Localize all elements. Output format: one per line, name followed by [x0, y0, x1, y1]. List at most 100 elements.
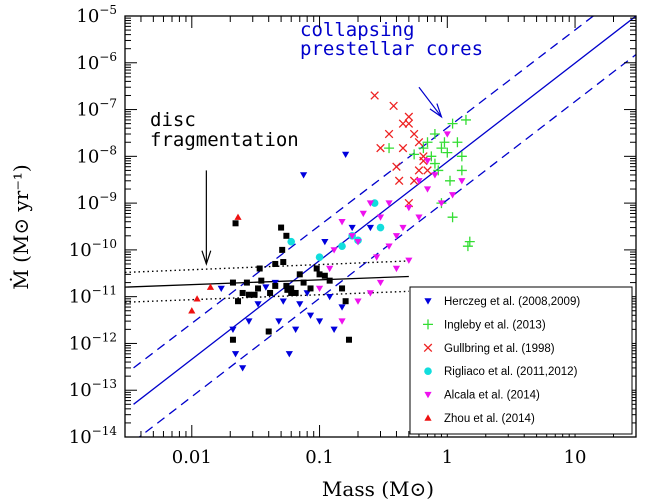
data-point-s1-18	[456, 165, 467, 176]
data-point-s2-1	[389, 101, 398, 111]
data-point-s2-12	[376, 143, 385, 153]
annotation-arrowhead-0	[429, 103, 443, 119]
data-point-s6-6	[245, 291, 252, 298]
data-point-s0-24	[366, 224, 374, 232]
legend-label-1: Ingleby et al. (2013)	[444, 319, 546, 331]
model-line-solid-0	[133, 16, 636, 405]
data-point-s3-0	[287, 237, 296, 246]
annotation-text-0-0: collapsing	[300, 19, 414, 41]
data-point-s2-11	[398, 143, 408, 153]
legend-label-4: Alcala et al. (2014)	[444, 390, 540, 402]
data-point-s4-16	[448, 192, 457, 199]
annotation-text-1-0: disc	[150, 109, 196, 131]
x-axis-title: Mass (M⊙)	[322, 477, 434, 501]
y-tick-label: 10−12	[69, 330, 117, 354]
data-point-s6-13	[272, 260, 279, 267]
y-tick-label: 10−13	[69, 377, 117, 401]
data-point-s4-1	[326, 265, 334, 273]
data-point-s1-6	[436, 143, 447, 154]
data-point-s2-16	[414, 166, 424, 175]
data-point-s1-10	[442, 147, 453, 158]
annotation-text-1-1: fragmentation	[150, 129, 299, 151]
data-points	[188, 91, 475, 372]
data-point-s4-23	[405, 257, 413, 264]
data-point-s6-27	[321, 272, 328, 279]
data-point-s4-14	[437, 200, 446, 207]
data-point-s6-21	[292, 289, 299, 296]
data-point-s4-3	[348, 233, 356, 240]
data-point-s1-17	[464, 236, 475, 247]
data-point-s1-14	[456, 151, 467, 162]
data-point-s6-2	[229, 336, 236, 343]
legend-label-0: Herczeg et al. (2008,2009)	[444, 296, 580, 308]
y-tick-label: 10−9	[76, 190, 117, 214]
data-point-s4-17	[458, 178, 466, 185]
data-point-s1-11	[445, 175, 456, 186]
annotation-text-0-1: prestellar cores	[300, 38, 483, 60]
data-point-s0-6	[262, 284, 270, 291]
data-point-s4-8	[385, 200, 393, 207]
data-point-s4-25	[415, 178, 423, 185]
y-tick-label: 10−14	[69, 424, 118, 448]
data-point-s2-7	[423, 166, 432, 175]
model-line-dashed-1	[133, 16, 595, 369]
data-point-s6-17	[283, 282, 290, 289]
x-tick-label: 1	[442, 447, 453, 468]
legend-marker-2	[423, 343, 433, 353]
data-point-s6-30	[342, 298, 349, 305]
data-point-s0-4	[245, 318, 253, 325]
data-point-s6-32	[288, 289, 295, 296]
legend-label-5: Zhou et al. (2014)	[444, 413, 535, 425]
data-point-s6-22	[296, 271, 303, 278]
data-point-s6-29	[339, 285, 346, 292]
data-point-s6-9	[256, 265, 263, 272]
data-point-s6-1	[229, 279, 236, 286]
data-point-s3-6	[376, 223, 385, 232]
legend-box	[409, 286, 633, 435]
data-point-s0-14	[306, 312, 315, 319]
data-point-s4-13	[431, 172, 439, 179]
data-point-s6-3	[235, 298, 242, 305]
data-point-s2-10	[392, 162, 401, 171]
data-point-s6-20	[288, 285, 295, 292]
data-point-s2-15	[394, 176, 404, 186]
data-point-s0-1	[229, 326, 237, 333]
data-point-s0-21	[299, 172, 308, 179]
data-point-s4-2	[338, 219, 346, 226]
data-point-s6-5	[243, 279, 250, 286]
legend-marker-3	[424, 367, 432, 376]
data-point-s6-14	[278, 224, 285, 231]
data-point-s4-21	[376, 279, 385, 287]
data-point-s6-12	[267, 289, 274, 296]
data-point-s2-0	[370, 91, 379, 100]
data-point-s4-4	[354, 238, 362, 246]
data-point-s6-11	[265, 328, 272, 335]
y-tick-label: 10−10	[69, 237, 117, 261]
data-point-s6-24	[307, 285, 314, 292]
data-point-s0-15	[315, 318, 324, 325]
data-point-s5-3	[234, 213, 242, 220]
data-point-s0-3	[239, 365, 247, 372]
data-point-s1-16	[462, 241, 473, 252]
y-tick-label: 10−5	[76, 3, 117, 27]
legend-marker-0	[424, 298, 432, 305]
data-point-s4-9	[392, 233, 401, 240]
data-point-s0-5	[254, 301, 262, 308]
data-point-s2-17	[404, 119, 414, 128]
data-point-s4-12	[423, 186, 432, 193]
data-point-s1-12	[447, 118, 458, 129]
legend-label-2: Gullbring et al. (1998)	[444, 343, 555, 355]
data-point-s2-4	[409, 129, 419, 139]
data-point-s4-15	[443, 131, 451, 138]
data-point-s4-19	[354, 298, 362, 305]
data-point-s4-5	[359, 210, 367, 218]
data-point-s0-9	[279, 298, 287, 305]
y-tick-label: 10−8	[76, 143, 117, 167]
data-point-s4-0	[315, 285, 324, 293]
data-point-s1-3	[426, 151, 437, 162]
data-point-s1-15	[460, 114, 471, 125]
legend-label-3: Rigliaco et al. (2011,2012)	[444, 366, 578, 378]
data-point-s6-18	[284, 286, 291, 293]
data-point-s4-20	[366, 290, 374, 297]
data-point-s4-24	[399, 224, 407, 232]
